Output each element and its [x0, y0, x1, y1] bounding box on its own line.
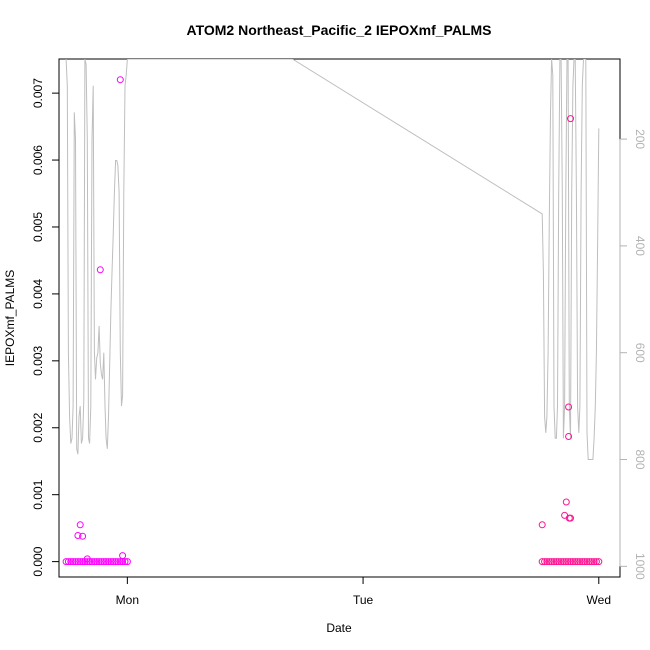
data-point	[559, 558, 567, 566]
axes-layer: Mon Tue Wed 0.000 0.001 0.002 0.003 0.004 0.005 0…	[31, 78, 647, 607]
y-tick-label: 0.001	[31, 479, 45, 509]
y-tick-label: 0.004	[31, 279, 45, 309]
data-point	[578, 558, 586, 566]
data-point	[76, 558, 84, 566]
data-point	[567, 558, 574, 566]
data-point	[538, 558, 546, 566]
right-tick-label: 600	[633, 343, 647, 363]
data-point	[121, 558, 129, 566]
data-point	[569, 558, 577, 566]
y-axis-label: IEPOXmf_PALMS	[3, 270, 17, 366]
data-point	[62, 558, 70, 566]
plot-border	[58, 58, 621, 578]
data-point	[567, 115, 574, 123]
data-point	[74, 532, 82, 539]
data-point	[564, 558, 572, 566]
data-point	[67, 558, 75, 566]
data-point	[583, 558, 591, 566]
x-axis-label: Date	[326, 621, 352, 635]
altitude-series-line	[65, 59, 600, 460]
data-point	[123, 558, 131, 566]
data-point	[119, 552, 127, 560]
right-tick-label: 1000	[633, 553, 647, 580]
data-point	[592, 558, 600, 566]
points-layer	[62, 76, 603, 566]
data-point	[562, 498, 570, 506]
x-tick-label: Mon	[116, 593, 139, 607]
y-tick-label: 0.007	[31, 78, 45, 108]
data-point	[550, 558, 558, 566]
data-point	[83, 555, 91, 563]
data-point	[72, 558, 79, 566]
data-point	[74, 558, 82, 566]
data-point	[590, 558, 598, 566]
y-tick-label: 0.005	[31, 212, 45, 242]
data-point	[93, 558, 101, 566]
data-point	[567, 514, 574, 522]
data-point	[102, 558, 110, 566]
data-point	[571, 558, 579, 566]
data-point	[557, 558, 565, 566]
data-point	[545, 558, 553, 566]
x-tick-label: Wed	[587, 593, 611, 607]
data-point	[595, 558, 603, 566]
data-point	[116, 558, 124, 566]
right-tick-label: 400	[633, 236, 647, 256]
data-point	[97, 558, 105, 566]
data-point	[541, 558, 549, 566]
altitude-line-layer	[65, 59, 600, 460]
data-point	[100, 558, 108, 566]
data-point	[69, 558, 77, 566]
data-point	[543, 558, 551, 566]
y-tick-label: 0.006	[31, 145, 45, 175]
data-point	[95, 558, 103, 566]
data-point	[109, 558, 117, 566]
data-point	[574, 558, 582, 566]
right-tick-label: 800	[633, 449, 647, 469]
y-tick-label: 0.000	[31, 546, 45, 576]
data-point	[107, 558, 115, 566]
y-tick-label: 0.003	[31, 345, 45, 375]
data-point	[79, 532, 87, 540]
data-point	[555, 558, 563, 566]
chart-title: ATOM2 Northeast_Pacific_2 IEPOXmf_PALMS	[187, 22, 492, 38]
y-tick-label: 0.002	[31, 412, 45, 442]
data-point	[83, 558, 91, 566]
data-point	[64, 558, 72, 566]
data-point	[576, 558, 584, 566]
data-point	[552, 558, 560, 566]
data-point	[90, 558, 98, 566]
data-point	[96, 266, 104, 274]
data-point	[562, 558, 570, 566]
x-tick-label: Tue	[353, 593, 374, 607]
data-point	[76, 521, 84, 529]
data-point	[114, 558, 122, 566]
data-point	[588, 558, 596, 566]
data-point	[565, 433, 573, 440]
data-point	[112, 558, 120, 566]
data-point	[581, 558, 589, 566]
data-point	[116, 76, 124, 84]
data-point	[538, 521, 546, 529]
data-point	[105, 558, 112, 566]
data-point	[548, 558, 556, 566]
right-tick-label: 200	[633, 129, 647, 149]
data-point	[585, 558, 593, 566]
data-point	[565, 403, 573, 411]
